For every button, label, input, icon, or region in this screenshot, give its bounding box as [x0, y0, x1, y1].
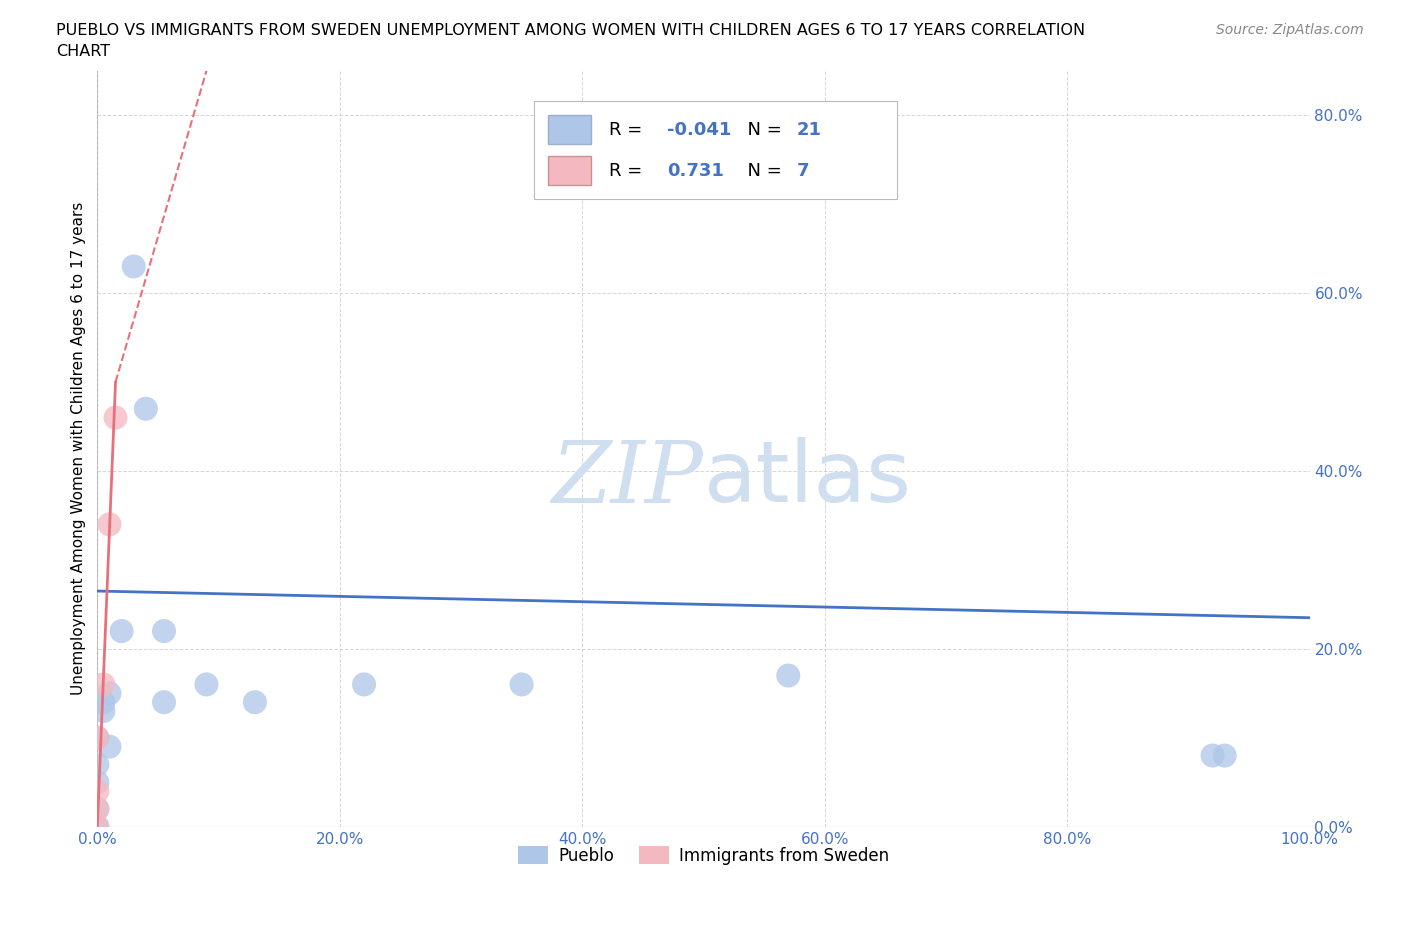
Point [1201, 748, 1223, 763]
Text: 0.731: 0.731 [666, 162, 724, 179]
Text: Source: ZipAtlas.com: Source: ZipAtlas.com [1216, 23, 1364, 37]
Text: R =: R = [609, 162, 654, 179]
Text: PUEBLO VS IMMIGRANTS FROM SWEDEN UNEMPLOYMENT AMONG WOMEN WITH CHILDREN AGES 6 T: PUEBLO VS IMMIGRANTS FROM SWEDEN UNEMPLO… [56, 23, 1085, 38]
Point [110, 624, 132, 639]
Point [86, 802, 108, 817]
Point [510, 677, 533, 692]
Point [135, 401, 157, 416]
Text: 7: 7 [797, 162, 810, 179]
Point [86, 730, 108, 745]
Text: 21: 21 [797, 121, 821, 139]
Text: CHART: CHART [56, 44, 110, 59]
Point [153, 624, 176, 639]
Point [98, 739, 121, 754]
FancyBboxPatch shape [534, 101, 897, 199]
Text: atlas: atlas [703, 437, 911, 521]
Text: N =: N = [737, 121, 787, 139]
FancyBboxPatch shape [548, 156, 591, 185]
Point [195, 677, 218, 692]
Point [104, 410, 127, 425]
Point [98, 685, 121, 700]
Point [353, 677, 375, 692]
Y-axis label: Unemployment Among Women with Children Ages 6 to 17 years: Unemployment Among Women with Children A… [72, 202, 86, 696]
Point [86, 757, 108, 772]
Text: R =: R = [609, 121, 648, 139]
Point [86, 802, 108, 817]
FancyBboxPatch shape [548, 115, 591, 144]
Point [98, 517, 121, 532]
Point [86, 819, 108, 834]
Text: ZIP: ZIP [551, 438, 703, 520]
Point [122, 259, 145, 274]
Point [93, 704, 115, 719]
Text: -0.041: -0.041 [666, 121, 731, 139]
Point [1213, 748, 1236, 763]
Point [86, 775, 108, 790]
Point [93, 695, 115, 710]
Point [243, 695, 266, 710]
Point [153, 695, 176, 710]
Legend: Pueblo, Immigrants from Sweden: Pueblo, Immigrants from Sweden [512, 840, 896, 871]
Point [778, 668, 800, 683]
Point [86, 819, 108, 834]
Text: N =: N = [737, 162, 787, 179]
Point [93, 677, 115, 692]
Point [86, 730, 108, 745]
Point [86, 784, 108, 799]
